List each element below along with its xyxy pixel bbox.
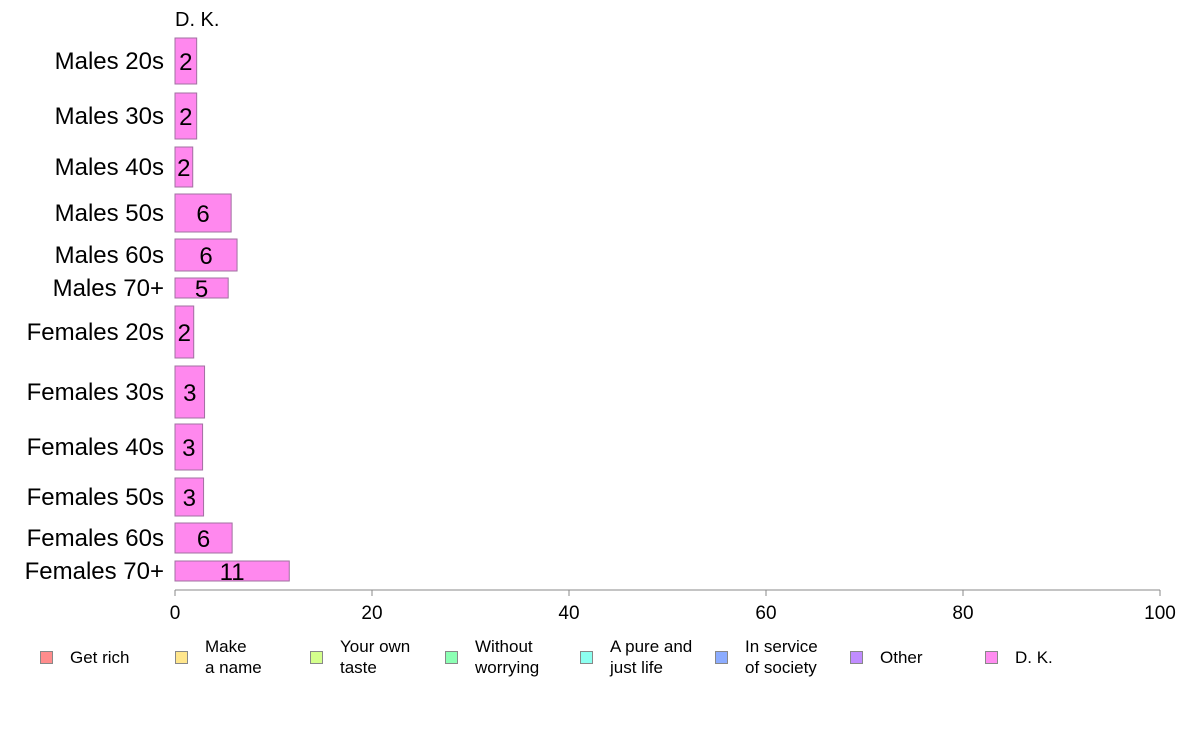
data-label: 3 [183,485,196,512]
x-tick-label: 40 [558,603,579,624]
category-label: Females 40s [27,434,164,461]
data-label: 6 [197,526,210,553]
data-label: 2 [178,320,191,347]
legend-item: Without worrying [445,636,539,678]
data-label: 2 [177,155,190,182]
legend-swatch [715,650,728,664]
data-label: 5 [195,276,208,303]
x-tick-label: 60 [755,603,776,624]
data-label: 3 [183,380,196,407]
legend-label: D. K. [1015,648,1053,667]
bar [174,37,198,85]
bar [174,365,206,419]
legend-label: In service of society [745,637,818,677]
category-label: Males 20s [55,48,164,75]
x-tick-label: 100 [1144,603,1176,624]
bar [174,146,194,188]
legend-swatch [445,650,458,664]
legend-label: Make a name [205,637,262,677]
bars-group: Males 20s 2 Males 30s 2 Males 40s 2 Males 50s 6… [25,37,290,586]
legend-item: Make a name [175,636,262,678]
data-label: 2 [179,49,192,76]
x-tick-label: 20 [361,603,382,624]
category-label: Females 60s [27,525,164,552]
bar [174,193,232,233]
category-label: Males 40s [55,154,164,181]
data-label: 6 [199,243,212,270]
legend-swatch [310,650,323,664]
legend-swatch [985,651,998,664]
legend-label: Other [880,648,923,667]
data-label: 6 [196,201,209,228]
bar [174,522,233,554]
category-label: Males 50s [55,200,164,227]
category-label: Males 30s [55,103,164,130]
legend-item: Your own taste [310,636,410,678]
bar [174,92,198,140]
legend-item: D. K. [985,647,1053,668]
legend-item: Other [850,647,923,668]
bar [174,305,195,359]
category-label: Females 20s [27,319,164,346]
legend-swatch [40,651,53,664]
category-label: Females 30s [27,379,164,406]
x-tick-label: 80 [952,603,973,624]
legend-item: Get rich [40,647,130,668]
legend: Get rich Make a name Your own taste Without… [0,636,1188,696]
bar [174,560,290,582]
x-axis: 0 20 40 60 80 100 [170,589,1176,624]
legend-item: A pure and just life [580,636,692,678]
category-label: Males 70+ [53,275,164,302]
data-label: 3 [182,435,195,462]
x-tick-label: 0 [170,603,181,624]
data-label: 11 [220,559,245,586]
legend-label: A pure and just life [610,637,693,677]
data-label: 2 [179,104,192,131]
bar [174,277,229,299]
category-label: Females 50s [27,484,164,511]
category-label: Males 60s [55,242,164,269]
category-label: Females 70+ [25,558,164,585]
bar [174,477,205,517]
legend-swatch [580,650,593,664]
legend-label: Get rich [70,648,130,667]
legend-swatch [850,651,863,664]
legend-item: In service of society [715,636,818,678]
legend-swatch [175,650,188,664]
bar [174,238,238,272]
bar [174,423,204,471]
series-title: D. K. [175,9,219,31]
legend-label: Without worrying [475,637,540,677]
legend-label: Your own taste [340,637,411,677]
